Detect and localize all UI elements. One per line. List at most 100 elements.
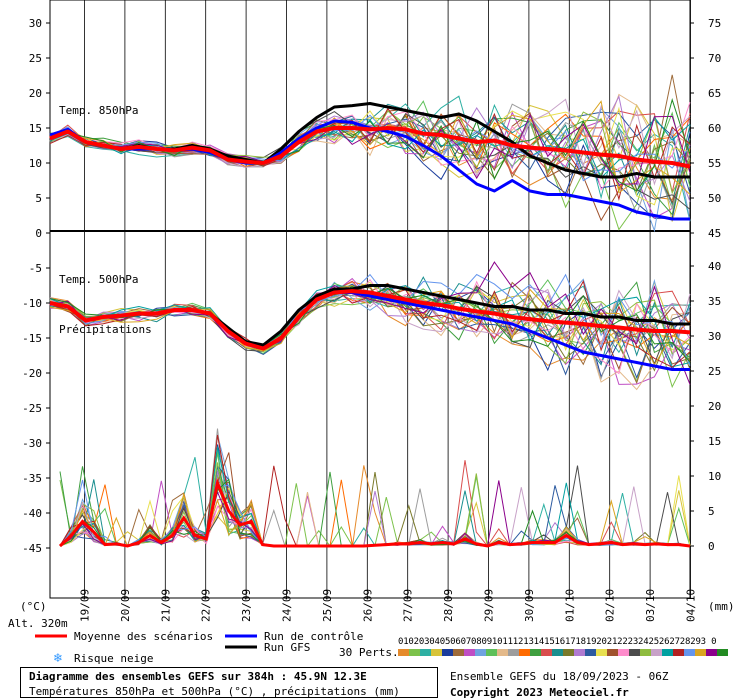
pert-color-swatch (618, 649, 629, 656)
left-tick-label: 5 (35, 192, 42, 205)
run-info: Ensemble GEFS du 18/09/2023 - 06Z (450, 670, 669, 683)
right-tick-label: 20 (708, 400, 721, 413)
x-tick-label: 28/09 (442, 589, 455, 622)
pert-color-swatch (629, 649, 640, 656)
member-t850-line (49, 113, 691, 185)
x-tick-label: 25/09 (321, 589, 334, 622)
right-tick-label: 75 (708, 17, 721, 30)
x-tick-label: 03/10 (644, 589, 657, 622)
pert-color-swatch (530, 649, 541, 656)
member-precip-line (59, 428, 691, 547)
member-t850-line (49, 114, 691, 182)
pert-color-swatch (431, 649, 442, 656)
pert-color-swatch (497, 649, 508, 656)
footer-title: Diagramme des ensembles GEFS sur 384h : … (29, 670, 367, 683)
member-precip-line (59, 434, 691, 547)
right-tick-label: 15 (708, 435, 721, 448)
copyright: Copyright 2023 Meteociel.fr (450, 686, 629, 699)
member-precip-line (59, 434, 691, 547)
right-tick-label: 50 (708, 192, 721, 205)
pert-color-swatch (464, 649, 475, 656)
right-tick-label: 5 (708, 505, 715, 518)
snowflake-icon: ❄ (53, 651, 63, 665)
left-tick-label: -5 (29, 262, 42, 275)
x-tick-label: 20/09 (119, 589, 132, 622)
member-precip-line (59, 435, 691, 547)
right-tick-label: 25 (708, 365, 721, 378)
left-tick-label: 15 (29, 122, 42, 135)
left-tick-label: 25 (29, 52, 42, 65)
pert-color-swatch (475, 649, 486, 656)
pert-color-swatch (541, 649, 552, 656)
left-tick-label: 20 (29, 87, 42, 100)
pert-color-swatch (453, 649, 464, 656)
pert-color-swatch (651, 649, 662, 656)
x-axis-ticks: 19/09 20/09 21/09 22/09 23/09 24/09 25/09 26/09… (79, 589, 698, 622)
x-tick-label: 02/10 (604, 589, 617, 622)
pert-color-swatch (519, 649, 530, 656)
x-tick-label: 29/09 (483, 589, 496, 622)
pert-color-swatch (508, 649, 519, 656)
left-tick-label: -45 (22, 542, 42, 555)
left-tick-label: 0 (35, 227, 42, 240)
x-tick-label: 24/09 (281, 589, 294, 622)
panel-label-t500: Temp. 500hPa (59, 273, 138, 286)
x-tick-label: 26/09 (361, 589, 374, 622)
left-axis-ticks: 30 25 20 15 10 5 0 -5 -10 -15 -20 -25 -30 -35 -40 -45 (22, 17, 42, 555)
member-t850-line (49, 116, 691, 179)
left-tick-label: -15 (22, 332, 42, 345)
panel-label-t850: Temp. 850hPa (59, 104, 138, 117)
right-unit: (mm) (708, 600, 735, 613)
legend-gfs-label: Run GFS (264, 641, 310, 654)
x-tick-label: 30/09 (523, 589, 536, 622)
right-tick-label: 40 (708, 260, 721, 273)
pert-color-swatch (662, 649, 673, 656)
t850-mean-line (49, 126, 691, 169)
member-precip-line (59, 444, 691, 547)
legend-perts-label: 30 Perts. (339, 646, 399, 659)
x-tick-label: 23/09 (240, 589, 253, 622)
right-tick-label: 0 (708, 540, 715, 553)
pert-color-swatch (673, 649, 684, 656)
x-tick-label: 22/09 (200, 589, 213, 622)
x-tick-label: 27/09 (402, 589, 415, 622)
x-tick-label: 04/10 (685, 589, 698, 622)
pert-color-swatch (563, 649, 574, 656)
pert-color-swatch (684, 649, 695, 656)
pert-color-swatch (596, 649, 607, 656)
left-tick-label: -30 (22, 437, 42, 450)
altitude-label: Alt. 320m (8, 617, 68, 630)
panel-label-precip: Précipitations (59, 323, 152, 336)
pert-color-swatch (695, 649, 706, 656)
precip-mean-line (58, 477, 691, 548)
perts-number-row: 0102030405060708091011121314151617181920… (398, 637, 717, 647)
footer-title-box: Diagramme des ensembles GEFS sur 384h : … (20, 667, 438, 698)
left-tick-label: 30 (29, 17, 42, 30)
right-tick-label: 70 (708, 52, 721, 65)
pert-color-swatch (717, 649, 728, 656)
pert-color-swatch (706, 649, 717, 656)
pert-color-swatch (607, 649, 618, 656)
pert-color-swatch (552, 649, 563, 656)
pert-color-swatch (409, 649, 420, 656)
left-tick-label: -40 (22, 507, 42, 520)
pert-color-swatch (574, 649, 585, 656)
pert-color-swatch (486, 649, 497, 656)
left-tick-label: -20 (22, 367, 42, 380)
legend-snow-label: Risque neige (74, 652, 153, 665)
left-tick-label: -10 (22, 297, 42, 310)
pert-color-swatch (398, 649, 409, 656)
right-tick-label: 55 (708, 157, 721, 170)
pert-color-swatch (420, 649, 431, 656)
t500-mean-line (49, 289, 691, 351)
legend-control-label: Run de contrôle (264, 630, 363, 643)
right-tick-label: 30 (708, 330, 721, 343)
right-tick-label: 60 (708, 122, 721, 135)
pert-color-swatch (640, 649, 651, 656)
x-tick-label: 21/09 (159, 589, 172, 622)
legend-mean-label: Moyenne des scénarios (74, 630, 213, 643)
footer-subtitle: Températures 850hPa et 500hPa (°C) , pré… (29, 685, 400, 698)
right-tick-label: 10 (708, 470, 721, 483)
